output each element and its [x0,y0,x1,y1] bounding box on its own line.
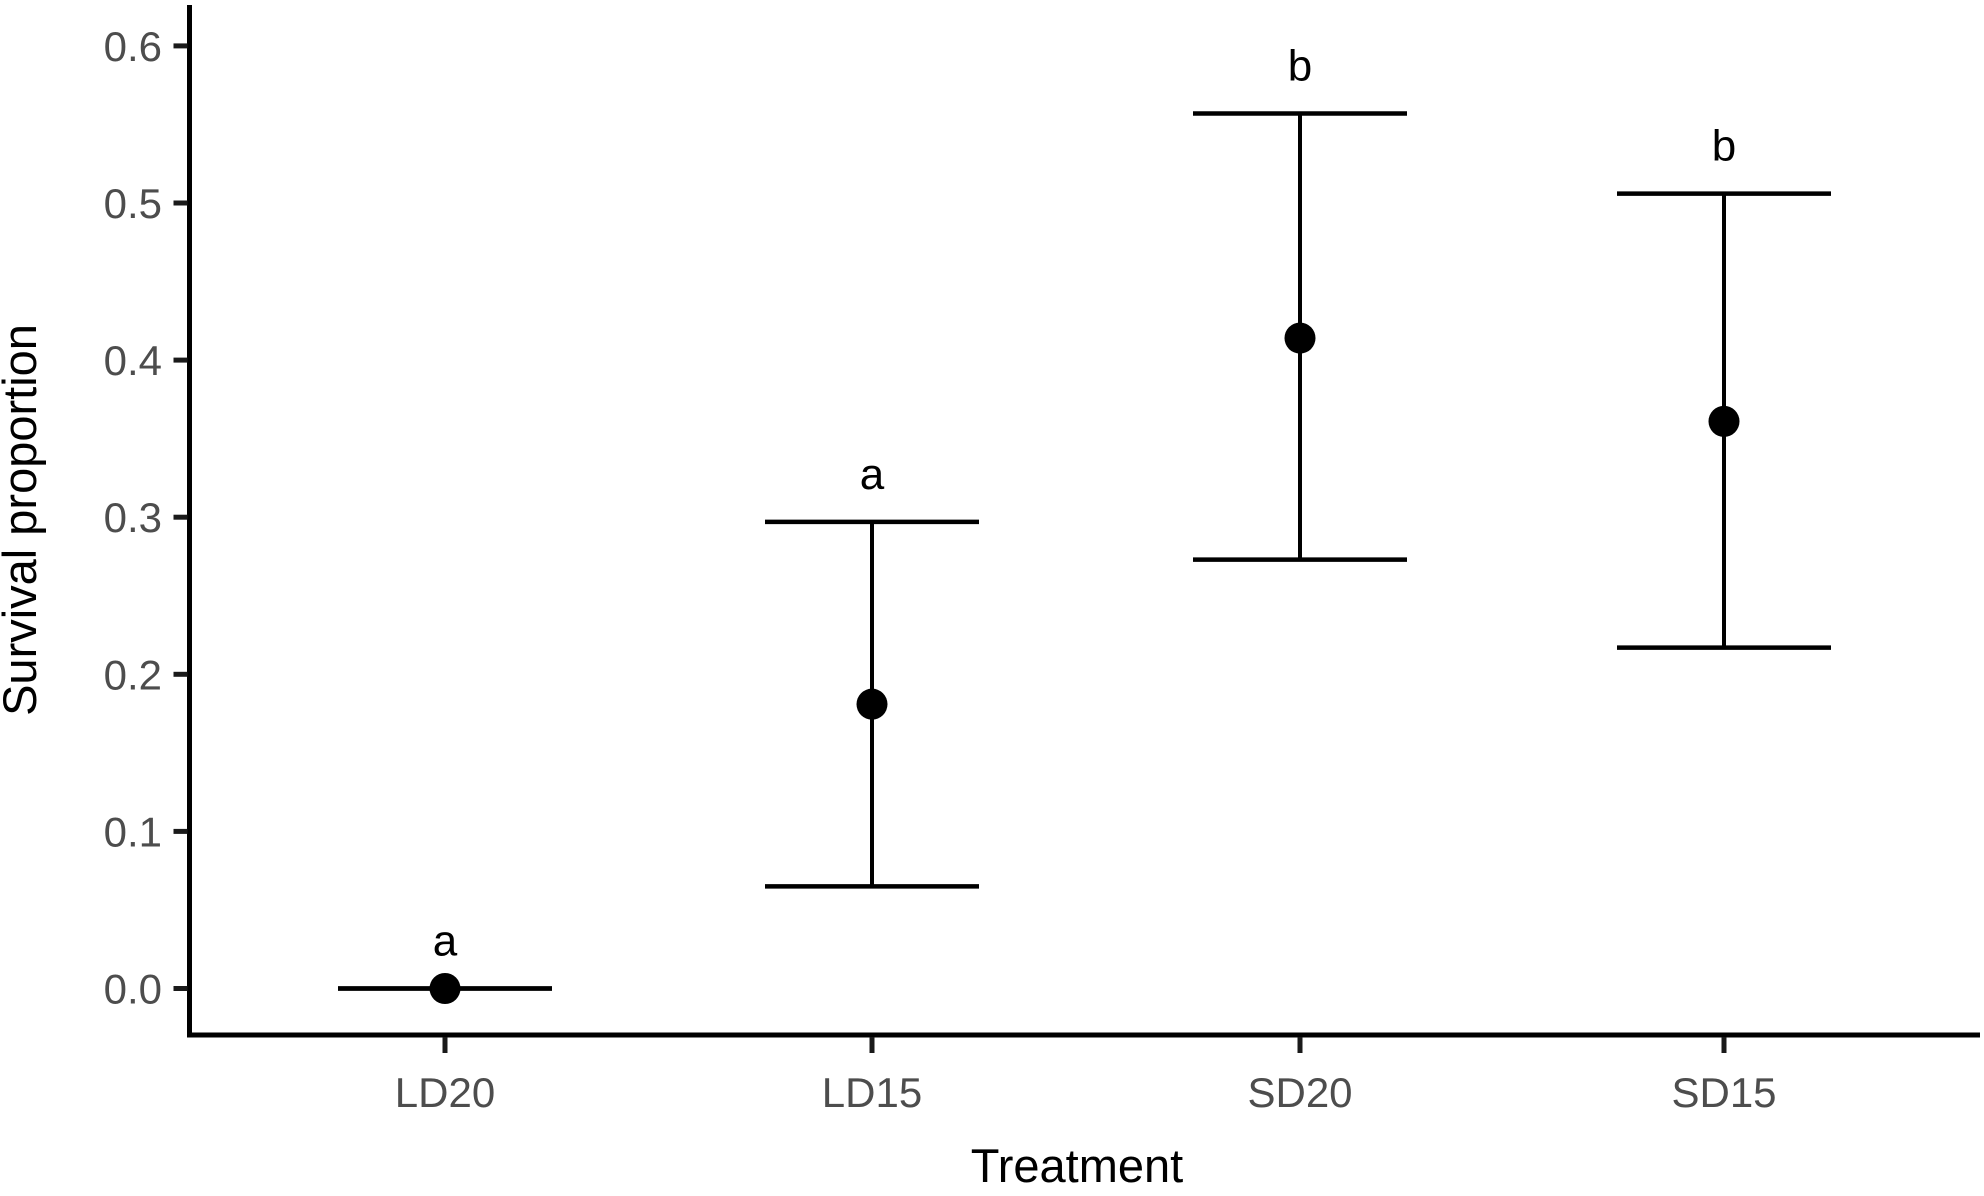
x-tick-label: SD20 [1247,1069,1352,1116]
x-tick-label: LD20 [395,1069,495,1116]
y-axis-title: Survival proportion [0,324,46,716]
y-tick-label: 0.3 [104,494,162,541]
y-tick-label: 0.5 [104,180,162,227]
data-point [856,688,888,720]
data-layer: a a b b [338,41,1831,1004]
data-point [429,973,461,1004]
y-tick-label: 0.1 [104,808,162,855]
y-tick-label: 0.2 [104,651,162,698]
y-tick-label: 0.6 [104,23,162,70]
data-point [1284,322,1316,354]
x-axis-title: Treatment [971,1139,1183,1192]
sig-letter: b [1288,41,1312,90]
sig-letter: b [1712,122,1736,171]
x-tick-label: SD15 [1671,1069,1776,1116]
y-tick-label: 0.4 [104,337,162,384]
y-tick-label: 0.0 [104,966,162,1013]
sig-letter: a [860,450,885,499]
sig-letter: a [433,917,458,966]
x-tick-label: LD15 [822,1069,922,1116]
data-point [1708,405,1740,437]
axes-layer: 0.0 0.1 0.2 0.3 0.4 0.5 0.6 LD20 LD15 SD20 SD15 [104,5,1980,1116]
